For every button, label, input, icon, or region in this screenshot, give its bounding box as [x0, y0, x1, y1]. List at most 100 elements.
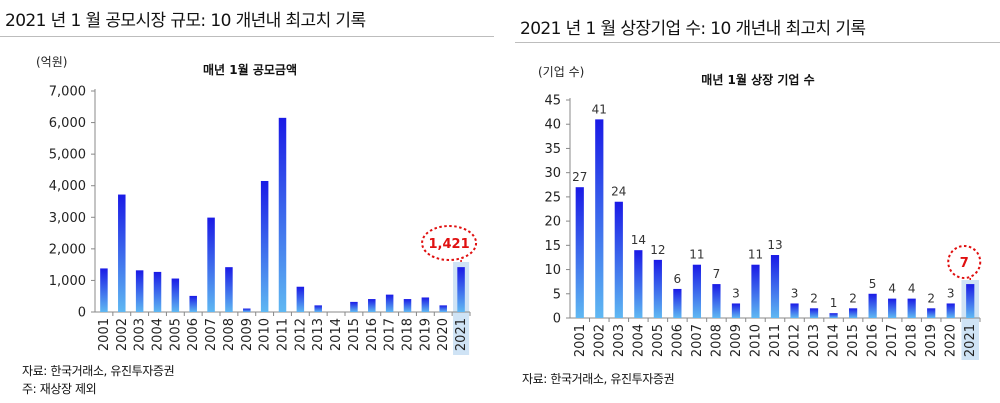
left-x-tick-label: 2009: [240, 318, 255, 351]
right-y-tick-label: 25: [544, 190, 561, 205]
left-x-tick-label: 2001: [97, 318, 112, 351]
right-data-label: 24: [611, 185, 626, 199]
right-x-tick-label: 2015: [846, 324, 861, 357]
right-data-label: 3: [732, 286, 740, 300]
left-bar: [243, 308, 251, 312]
right-x-tick-label: 2002: [592, 324, 607, 357]
right-data-label: 1: [830, 296, 838, 310]
left-x-tick-label: 2008: [222, 318, 237, 351]
right-bar: [966, 284, 975, 318]
right-y-tick-label: 5: [553, 287, 561, 302]
right-data-label: 14: [631, 233, 646, 247]
right-x-tick-label: 2020: [944, 324, 959, 357]
left-y-tick-label: 7,000: [49, 85, 86, 100]
right-data-label: 4: [888, 282, 896, 296]
right-x-tick-label: 2016: [866, 324, 881, 357]
left-x-tick-label: 2019: [418, 318, 433, 351]
right-data-label: 13: [767, 238, 782, 252]
left-bar: [296, 286, 305, 312]
right-bar: [712, 284, 721, 318]
right-y-tick-label: 40: [544, 118, 561, 133]
right-data-label: 5: [869, 277, 877, 291]
right-bar: [653, 259, 662, 318]
right-bar: [829, 313, 838, 318]
left-x-tick-label: 2011: [276, 318, 291, 351]
left-bar: [403, 299, 412, 312]
right-bar: [751, 264, 760, 318]
left-x-tick-label: 2021: [454, 318, 469, 351]
right-bar: [927, 308, 936, 318]
left-bar: [457, 267, 465, 312]
right-chart-title: 매년 1월 상장 기업 수: [701, 72, 814, 87]
right-data-label: 3: [791, 286, 799, 300]
left-x-tick-label: 2005: [168, 318, 183, 351]
left-x-tick-label: 2016: [365, 318, 380, 351]
right-x-tick-label: 2008: [709, 324, 724, 357]
right-x-tick-label: 2017: [885, 324, 900, 357]
right-unit-label: (기업 수): [538, 65, 584, 79]
right-x-tick-label: 2005: [651, 324, 666, 357]
left-x-tick-label: 2013: [311, 318, 326, 351]
right-bar: [731, 303, 741, 318]
right-data-label: 12: [650, 243, 665, 257]
left-header-rule: [0, 36, 494, 37]
left-bar: [368, 299, 376, 312]
left-bar: [260, 180, 269, 312]
left-y-tick-label: 5,000: [49, 148, 86, 163]
right-x-tick-label: 2012: [788, 324, 803, 357]
left-bar: [278, 117, 287, 312]
left-bar: [225, 267, 233, 312]
right-bar: [634, 250, 643, 318]
right-header-rule: [515, 42, 1000, 43]
right-bar: [692, 264, 702, 318]
left-x-tick-label: 2006: [186, 318, 201, 351]
left-y-tick-label: 4,000: [49, 179, 86, 194]
right-x-tick-label: 2007: [690, 324, 705, 357]
left-x-tick-label: 2003: [133, 318, 148, 351]
left-x-tick-label: 2020: [436, 318, 451, 351]
right-x-tick-label: 2013: [807, 324, 822, 357]
right-x-tick-label: 2006: [670, 324, 685, 357]
right-data-label: 41: [592, 102, 607, 116]
right-x-tick-label: 2014: [827, 324, 842, 357]
right-data-label: 2: [927, 291, 935, 305]
left-bar-chart: 0 1,000 2,000 3,000 4,000 5,000 6,000 7,000 2001…: [49, 85, 478, 355]
right-data-label: 4: [908, 282, 916, 296]
left-bar: [421, 297, 430, 312]
left-bar: [135, 270, 144, 312]
right-x-tick-label: 2003: [612, 324, 627, 357]
left-x-tick-label: 2004: [151, 318, 166, 351]
right-y-tick-label: 35: [544, 142, 561, 157]
right-bar-chart: 0510152025303540452001272002412003242004…: [544, 94, 982, 360]
left-bar: [189, 295, 197, 312]
left-x-tick-label: 2007: [204, 318, 219, 351]
right-y-tick-label: 10: [544, 263, 561, 278]
right-data-label: 27: [572, 170, 587, 184]
right-x-tick-label: 2018: [905, 324, 920, 357]
right-x-tick-label: 2019: [924, 324, 939, 357]
right-bar: [595, 119, 604, 318]
right-x-tick-label: 2009: [729, 324, 744, 357]
right-x-tick-label: 2001: [573, 324, 588, 357]
right-panel-title: 2021 년 1 월 상장기업 수: 10 개년내 최고치 기록: [520, 19, 866, 39]
right-x-tick-label: 2004: [631, 324, 646, 357]
left-chart-title: 매년 1월 공모금액: [203, 62, 297, 77]
left-bar: [314, 305, 322, 312]
right-data-label: 11: [748, 248, 763, 262]
right-bar: [848, 308, 858, 318]
right-y-tick-label: 20: [544, 215, 561, 230]
right-data-label: 3: [947, 286, 955, 300]
left-note: 주: 재상장 제외: [22, 382, 97, 396]
right-data-label: 2: [849, 291, 857, 305]
left-bar: [171, 278, 180, 312]
left-y-tick-label: 2,000: [49, 242, 86, 257]
left-bar: [118, 194, 126, 312]
right-source: 자료: 한국거래소, 유진투자증권: [522, 372, 675, 386]
left-bar: [439, 305, 447, 312]
left-bar: [100, 268, 108, 312]
left-bar: [207, 217, 215, 312]
left-bar: [385, 294, 394, 312]
left-y-tick-label: 0: [78, 306, 86, 321]
left-source: 자료: 한국거래소, 유진투자증권: [22, 364, 175, 378]
left-panel-title: 2021 년 1 월 공모시장 규모: 10 개년내 최고치 기록: [5, 11, 366, 31]
